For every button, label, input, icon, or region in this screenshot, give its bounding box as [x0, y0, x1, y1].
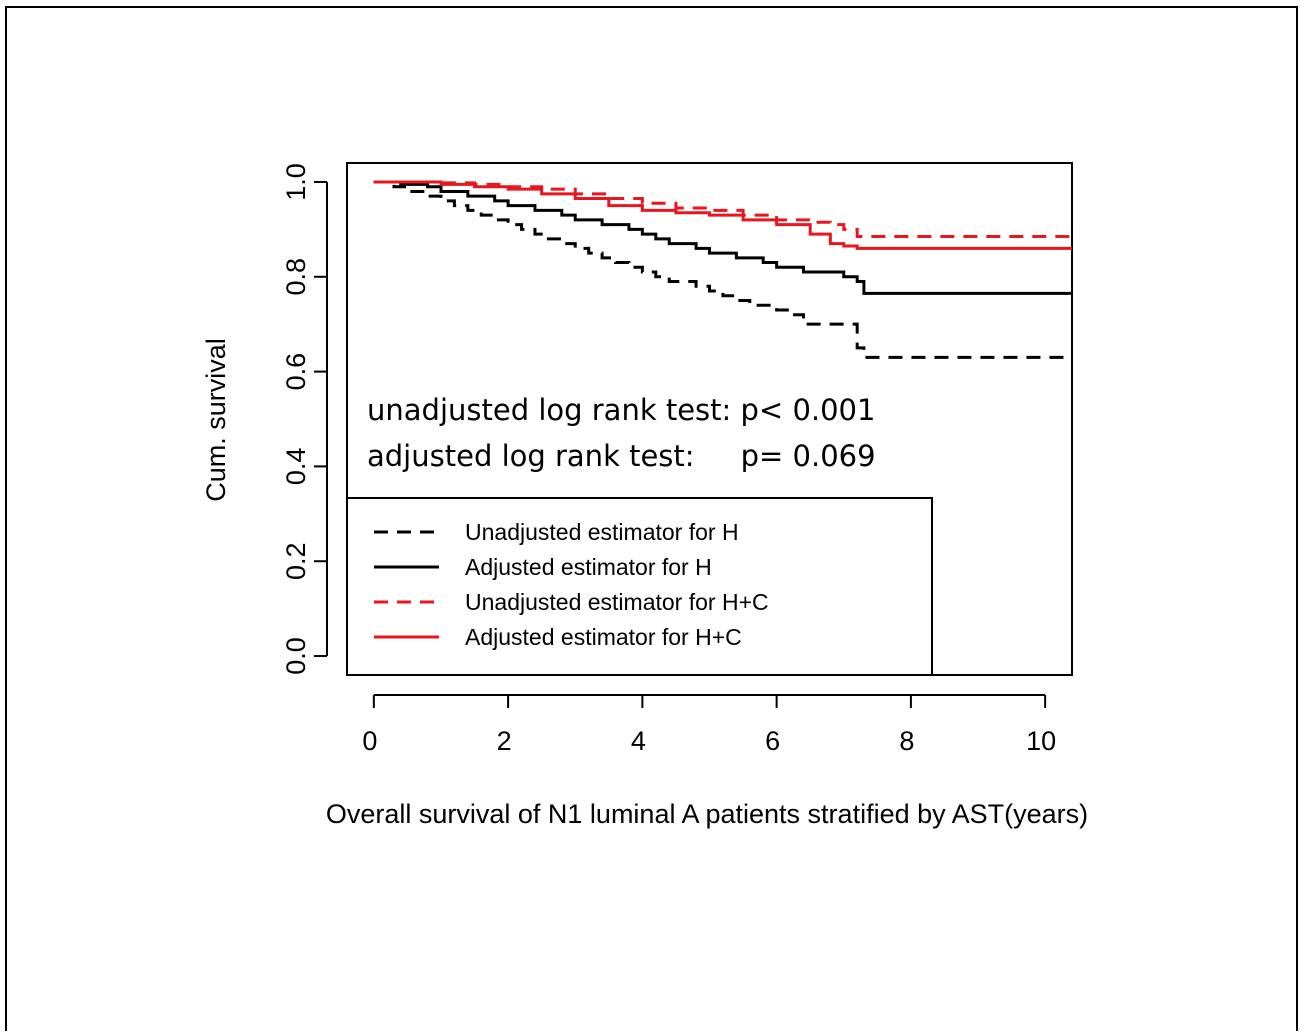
legend: Unadjusted estimator for H Adjusted estim… [346, 497, 933, 676]
annotation-adjusted-test: adjusted log rank test: p= 0.069 [367, 439, 876, 473]
x-axis: 0 2 4 6 8 10 [362, 694, 1056, 756]
legend-box [346, 497, 933, 676]
y-tick-label: 0.4 [281, 448, 311, 486]
y-tick-label: 0.0 [281, 637, 311, 675]
x-tick-label: 6 [765, 726, 780, 756]
series-line-4 [373, 180, 1072, 250]
survival-chart: 0 2 4 6 8 10 0.0 0.2 0.4 0.6 0.8 1.0 unadjusted lo… [201, 162, 1088, 829]
x-axis-label: Overall survival of N1 luminal A patient… [326, 799, 1088, 829]
y-axis-label: Cum. survival [201, 338, 231, 502]
legend-entry: Adjusted estimator for H+C [465, 624, 742, 650]
y-tick-label: 0.6 [281, 353, 311, 391]
legend-entry: Unadjusted estimator for H+C [465, 589, 769, 615]
y-tick-label: 0.8 [281, 258, 311, 296]
x-tick-label: 10 [1026, 726, 1056, 756]
legend-entry: Unadjusted estimator for H [465, 519, 739, 545]
annotation-unadjusted-test: unadjusted log rank test: p< 0.001 [367, 393, 875, 427]
series-line-2 [373, 180, 1072, 295]
x-tick-label: 4 [631, 726, 646, 756]
y-tick-label: 1.0 [281, 163, 311, 201]
series-line-3 [373, 180, 1072, 238]
x-tick-label: 2 [497, 726, 512, 756]
series-line-1 [373, 180, 1072, 359]
y-tick-label: 0.2 [281, 542, 311, 580]
series-layer [373, 180, 1072, 359]
y-axis: 0.0 0.2 0.4 0.6 0.8 1.0 [281, 163, 328, 675]
legend-entry: Adjusted estimator for H [465, 554, 712, 580]
figure-frame: 0 2 4 6 8 10 0.0 0.2 0.4 0.6 0.8 1.0 unadjusted lo… [5, 6, 1298, 1031]
x-tick-label: 8 [899, 726, 914, 756]
x-tick-label: 0 [362, 726, 377, 756]
